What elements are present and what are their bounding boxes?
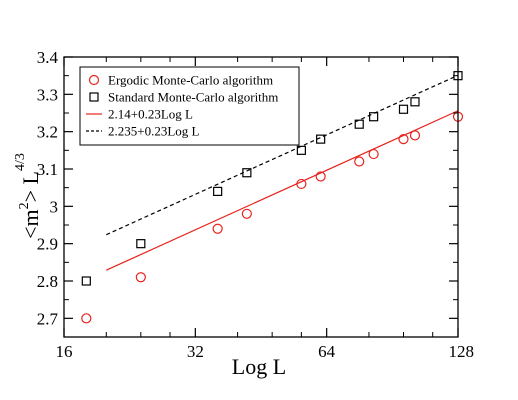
y-axis-title-sup2: 4/3 [13, 153, 28, 171]
y-tick-label: 2.7 [37, 309, 59, 328]
y-tick-label: 3.1 [37, 160, 58, 179]
data-point-square [213, 186, 223, 196]
y-tick-label: 3.2 [37, 123, 58, 142]
x-tick-label: 16 [56, 342, 73, 361]
data-point-circle [212, 223, 223, 234]
data-point-square [296, 145, 306, 155]
x-axis-title: Log L [232, 354, 286, 379]
data-point-circle [241, 208, 252, 219]
plot-marks [81, 71, 464, 324]
data-point-circle [296, 178, 307, 190]
legend: Ergodic Monte-Carlo algorithm Standard Mo… [79, 66, 300, 146]
data-point-square [81, 276, 91, 286]
data-point-square [369, 112, 379, 122]
y-axis-title-group: <m2> L4/3 [13, 153, 43, 239]
plot-frame [63, 56, 459, 338]
y-tick-label: 3.3 [37, 85, 58, 104]
fit-line [106, 74, 459, 236]
x-tick-label: 32 [187, 342, 204, 361]
data-point-square [398, 104, 409, 114]
y-axis-title-mid: > L [18, 171, 43, 202]
y-tick-label: 2.8 [37, 272, 58, 291]
data-point-circle [135, 272, 146, 283]
data-point-circle [315, 171, 326, 182]
data-point-circle [81, 313, 92, 324]
data-point-square [136, 239, 146, 249]
legend-label: Ergodic Monte-Carlo algorithm [108, 73, 273, 88]
legend-symbol-square [89, 92, 99, 102]
data-point-circle [409, 130, 421, 141]
data-point-circle [398, 134, 409, 145]
y-axis-title-sup1: 2 [17, 202, 32, 209]
y-axis-title: <m2> L4/3 [13, 153, 43, 239]
legend-label: 2.235+0.23Log L [108, 124, 200, 139]
data-point-circle [354, 156, 365, 167]
data-point-square [354, 119, 364, 129]
legend-box [79, 66, 300, 146]
data-point-square [316, 134, 326, 144]
x-tick-label: 128 [449, 342, 475, 361]
legend-symbol-circle [88, 74, 100, 86]
data-point-square [410, 97, 420, 107]
data-point-square [242, 168, 252, 178]
axis-ticks: 16 32 64 128 2.7 2.8 2.9 3 3.1 3.2 3.3 3.4 [37, 48, 474, 361]
data-point-circle [368, 148, 379, 160]
legend-label: 2.14+0.23Log L [108, 107, 193, 122]
y-tick-label: 3.4 [37, 48, 59, 67]
y-axis-title-base: <m [18, 209, 43, 239]
y-tick-label: 3 [50, 197, 59, 216]
x-tick-label: 64 [318, 342, 336, 361]
y-tick-label: 2.9 [37, 235, 58, 254]
legend-label: Standard Monte-Carlo algorithm [108, 90, 278, 105]
